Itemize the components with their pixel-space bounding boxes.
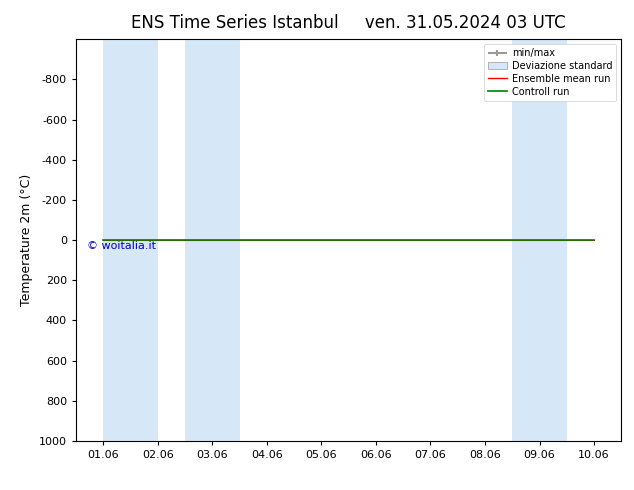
Y-axis label: Temperature 2m (°C): Temperature 2m (°C) [20, 174, 34, 306]
Text: © woitalia.it: © woitalia.it [87, 241, 156, 251]
Title: ENS Time Series Istanbul     ven. 31.05.2024 03 UTC: ENS Time Series Istanbul ven. 31.05.2024… [131, 14, 566, 32]
Bar [512, 39, 567, 441]
Legend: min/max, Deviazione standard, Ensemble mean run, Controll run: min/max, Deviazione standard, Ensemble m… [484, 44, 616, 100]
Bar [103, 39, 158, 441]
Bar [185, 39, 240, 441]
Bar [621, 39, 634, 441]
